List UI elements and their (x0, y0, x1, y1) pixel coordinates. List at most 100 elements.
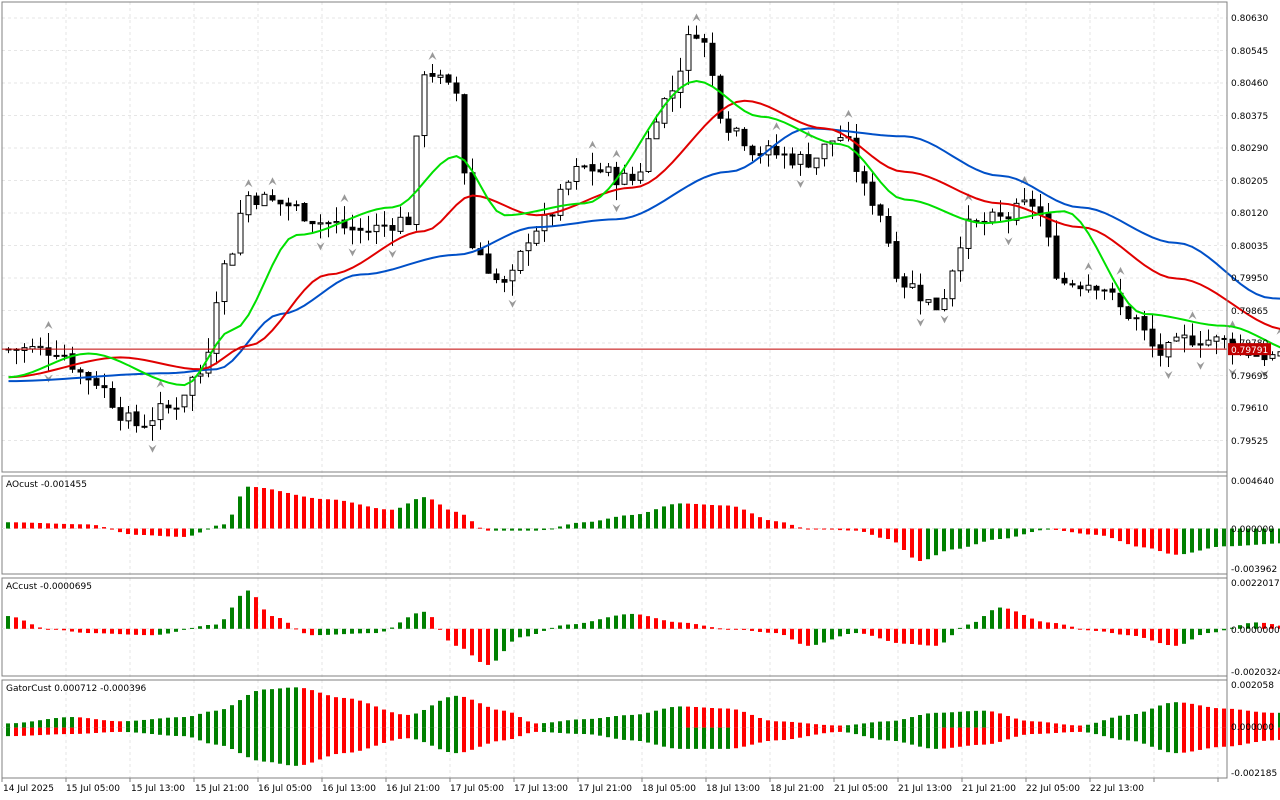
ac-panel[interactable] (2, 590, 1280, 665)
candle[interactable] (333, 207, 340, 234)
candle[interactable] (229, 252, 236, 266)
candle[interactable] (325, 220, 332, 238)
candle[interactable] (781, 146, 788, 169)
candle[interactable] (549, 212, 556, 227)
candle[interactable] (133, 404, 140, 433)
candle[interactable] (821, 143, 828, 167)
candle[interactable] (765, 140, 772, 167)
candle[interactable] (1165, 340, 1172, 367)
candle[interactable] (1029, 190, 1036, 220)
candle[interactable] (165, 400, 172, 414)
candle[interactable] (789, 147, 796, 169)
candle[interactable] (581, 164, 588, 170)
candle[interactable] (13, 348, 20, 365)
candle[interactable] (565, 180, 572, 196)
candle[interactable] (141, 414, 148, 429)
ao-panel[interactable] (2, 486, 1280, 561)
candle[interactable] (93, 371, 100, 390)
candle[interactable] (1077, 281, 1084, 297)
candle[interactable] (301, 202, 308, 222)
candle[interactable] (709, 32, 716, 87)
candle[interactable] (309, 220, 316, 234)
candle[interactable] (357, 218, 364, 244)
candle[interactable] (949, 269, 956, 307)
candle[interactable] (869, 173, 876, 215)
candle[interactable] (701, 33, 708, 58)
candle[interactable] (1157, 333, 1164, 367)
candle[interactable] (725, 111, 732, 141)
candle[interactable] (253, 192, 260, 210)
candle[interactable] (245, 191, 252, 223)
candle[interactable] (437, 69, 444, 84)
candle[interactable] (925, 299, 932, 306)
candle[interactable] (317, 214, 324, 239)
candle[interactable] (157, 391, 164, 430)
candle[interactable] (237, 199, 244, 256)
candle[interactable] (941, 288, 948, 312)
candle[interactable] (1037, 194, 1044, 227)
candle[interactable] (1053, 220, 1060, 280)
candle[interactable] (277, 199, 284, 216)
candle[interactable] (1125, 305, 1132, 321)
candle[interactable] (773, 134, 780, 159)
candle[interactable] (597, 162, 604, 174)
candle[interactable] (1173, 332, 1180, 342)
candle[interactable] (69, 346, 76, 373)
candle[interactable] (749, 144, 756, 162)
candle[interactable] (125, 406, 132, 429)
candle[interactable] (901, 273, 908, 299)
candle[interactable] (677, 57, 684, 109)
candle[interactable] (181, 394, 188, 413)
candle[interactable] (1005, 212, 1012, 234)
candle[interactable] (877, 203, 884, 223)
candle[interactable] (373, 213, 380, 244)
gator-panel[interactable] (2, 687, 1280, 766)
candle[interactable] (365, 215, 372, 241)
candle[interactable] (109, 381, 116, 409)
candle[interactable] (269, 189, 276, 202)
candle[interactable] (805, 142, 812, 169)
candle[interactable] (685, 25, 692, 85)
candle[interactable] (381, 211, 388, 237)
candle[interactable] (933, 297, 940, 311)
candle[interactable] (1189, 323, 1196, 347)
candle[interactable] (453, 76, 460, 102)
candle[interactable] (893, 231, 900, 283)
candle[interactable] (1061, 272, 1068, 286)
candle[interactable] (1149, 314, 1156, 358)
candle[interactable] (77, 367, 84, 385)
candle[interactable] (741, 127, 748, 151)
candle[interactable] (1013, 198, 1020, 226)
candle[interactable] (1221, 335, 1228, 349)
candle[interactable] (21, 343, 28, 363)
candle[interactable] (525, 233, 532, 266)
candle[interactable] (445, 73, 452, 85)
candle[interactable] (85, 371, 92, 395)
candle[interactable] (965, 205, 972, 259)
candle[interactable] (421, 71, 428, 148)
candle[interactable] (461, 93, 468, 185)
candle[interactable] (813, 157, 820, 175)
candle[interactable] (429, 64, 436, 83)
candle[interactable] (1045, 203, 1052, 247)
candle[interactable] (149, 407, 156, 441)
candle[interactable] (861, 165, 868, 196)
candle[interactable] (885, 208, 892, 247)
candle[interactable] (589, 152, 596, 186)
price-panel[interactable] (2, 13, 1280, 453)
candle[interactable] (261, 191, 268, 207)
candle[interactable] (1181, 324, 1188, 353)
candle[interactable] (53, 340, 60, 360)
candle[interactable] (1093, 284, 1100, 300)
candle[interactable] (797, 151, 804, 176)
candle[interactable] (637, 162, 644, 184)
candle[interactable] (605, 163, 612, 177)
candle[interactable] (1069, 279, 1076, 288)
candle[interactable] (717, 74, 724, 124)
candle[interactable] (397, 206, 404, 235)
candle[interactable] (733, 126, 740, 137)
candle[interactable] (29, 338, 36, 353)
candle[interactable] (1101, 288, 1108, 300)
candle[interactable] (173, 397, 180, 420)
